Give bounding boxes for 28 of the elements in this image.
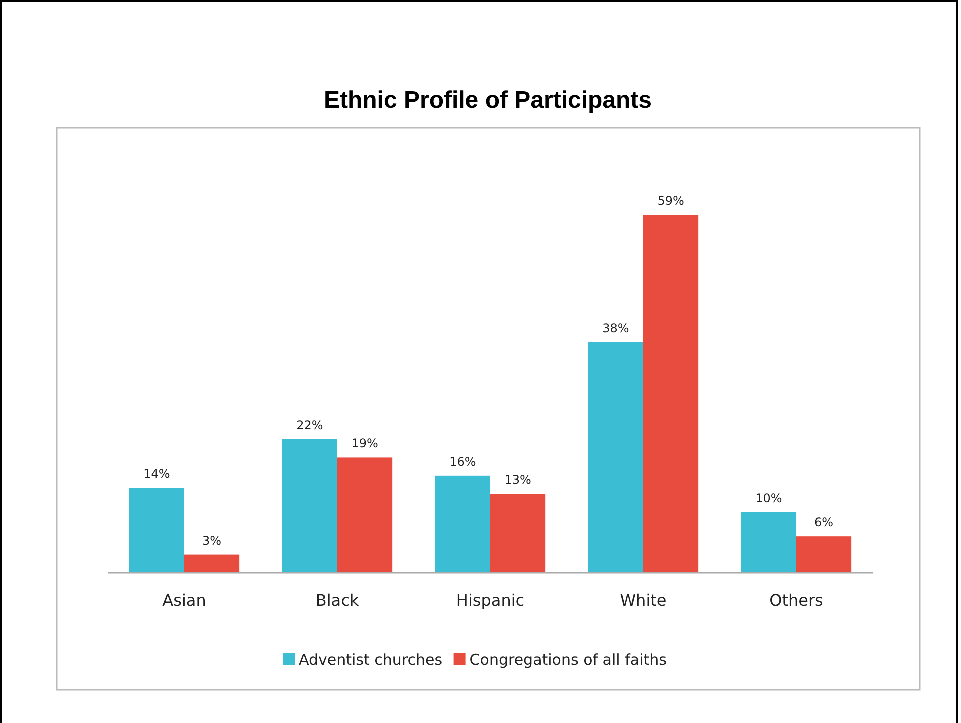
bar (644, 215, 699, 573)
data-label: 13% (504, 473, 532, 488)
x-tick-label: White (620, 591, 667, 610)
legend-label: Adventist churches (299, 651, 443, 669)
data-label: 6% (814, 516, 834, 530)
x-tick-label: Asian (162, 591, 206, 610)
data-label: 14% (144, 467, 170, 482)
bar (796, 536, 852, 573)
data-label: 22% (296, 418, 324, 433)
data-label: 19% (352, 436, 378, 451)
bar (435, 476, 490, 573)
data-label: 38% (602, 321, 630, 336)
x-tick-label: Black (316, 591, 360, 610)
bar (282, 440, 338, 573)
data-label: 59% (658, 194, 684, 208)
bar (338, 458, 393, 573)
bar (129, 488, 184, 573)
data-label: 3% (202, 534, 222, 548)
bar (184, 554, 240, 573)
data-label: 16% (450, 454, 476, 469)
bar (490, 494, 546, 573)
data-label: 10% (756, 491, 782, 506)
x-tick-label: Others (770, 591, 824, 610)
legend-label: Congregations of all faiths (470, 651, 668, 669)
bar (741, 512, 796, 573)
bar (588, 342, 644, 573)
x-tick-label: Hispanic (456, 591, 525, 610)
chart-title: Ethnic Profile of Participants (324, 87, 652, 114)
